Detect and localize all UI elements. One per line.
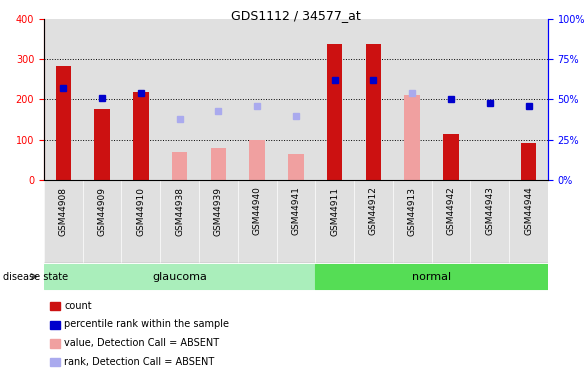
Bar	[172, 152, 188, 180]
Text: GSM44908: GSM44908	[59, 187, 68, 236]
Bar	[509, 180, 548, 262]
Bar	[432, 19, 471, 180]
Bar	[83, 19, 121, 180]
Text: GSM44913: GSM44913	[408, 187, 417, 236]
Bar	[44, 180, 83, 262]
Text: count: count	[64, 301, 92, 310]
Text: glaucoma: glaucoma	[152, 272, 207, 282]
Bar	[509, 19, 548, 180]
Bar	[121, 19, 160, 180]
Text: normal: normal	[412, 272, 451, 282]
Bar	[160, 19, 199, 180]
Bar	[393, 19, 432, 180]
Bar	[83, 180, 121, 262]
Text: GSM44910: GSM44910	[137, 187, 145, 236]
Text: value, Detection Call = ABSENT: value, Detection Call = ABSENT	[64, 338, 220, 348]
Bar	[199, 19, 238, 180]
Bar	[121, 180, 160, 262]
Bar	[277, 19, 315, 180]
Bar	[44, 264, 315, 289]
Bar	[210, 148, 226, 180]
Bar	[315, 264, 548, 289]
Bar	[315, 180, 354, 262]
Text: rank, Detection Call = ABSENT: rank, Detection Call = ABSENT	[64, 357, 214, 367]
Bar	[56, 66, 71, 180]
Bar	[238, 19, 277, 180]
Bar	[366, 44, 381, 180]
Text: GSM44911: GSM44911	[330, 187, 339, 236]
Text: GSM44944: GSM44944	[524, 187, 533, 236]
Text: disease state: disease state	[3, 272, 68, 282]
Text: GSM44938: GSM44938	[175, 187, 184, 236]
Bar	[471, 180, 509, 262]
Bar	[44, 19, 83, 180]
Text: GSM44909: GSM44909	[98, 187, 107, 236]
Bar	[443, 135, 459, 180]
Text: GSM44940: GSM44940	[253, 187, 262, 236]
Bar	[315, 19, 354, 180]
Text: GSM44942: GSM44942	[447, 187, 455, 236]
Bar	[277, 180, 315, 262]
Bar	[250, 140, 265, 180]
Text: GSM44939: GSM44939	[214, 187, 223, 236]
Bar	[238, 180, 277, 262]
Bar	[354, 180, 393, 262]
Bar	[521, 142, 536, 180]
Text: GSM44943: GSM44943	[485, 187, 494, 236]
Bar	[404, 95, 420, 180]
Bar	[133, 92, 149, 180]
Bar	[327, 44, 342, 180]
Text: GSM44912: GSM44912	[369, 187, 378, 236]
Bar	[471, 19, 509, 180]
Text: percentile rank within the sample: percentile rank within the sample	[64, 320, 230, 329]
Bar	[354, 19, 393, 180]
Text: GSM44941: GSM44941	[291, 187, 301, 236]
Bar	[393, 180, 432, 262]
Text: GDS1112 / 34577_at: GDS1112 / 34577_at	[231, 9, 361, 22]
Bar	[199, 180, 238, 262]
Bar	[432, 180, 471, 262]
Bar	[160, 180, 199, 262]
Bar	[94, 110, 110, 180]
Bar	[288, 154, 304, 180]
